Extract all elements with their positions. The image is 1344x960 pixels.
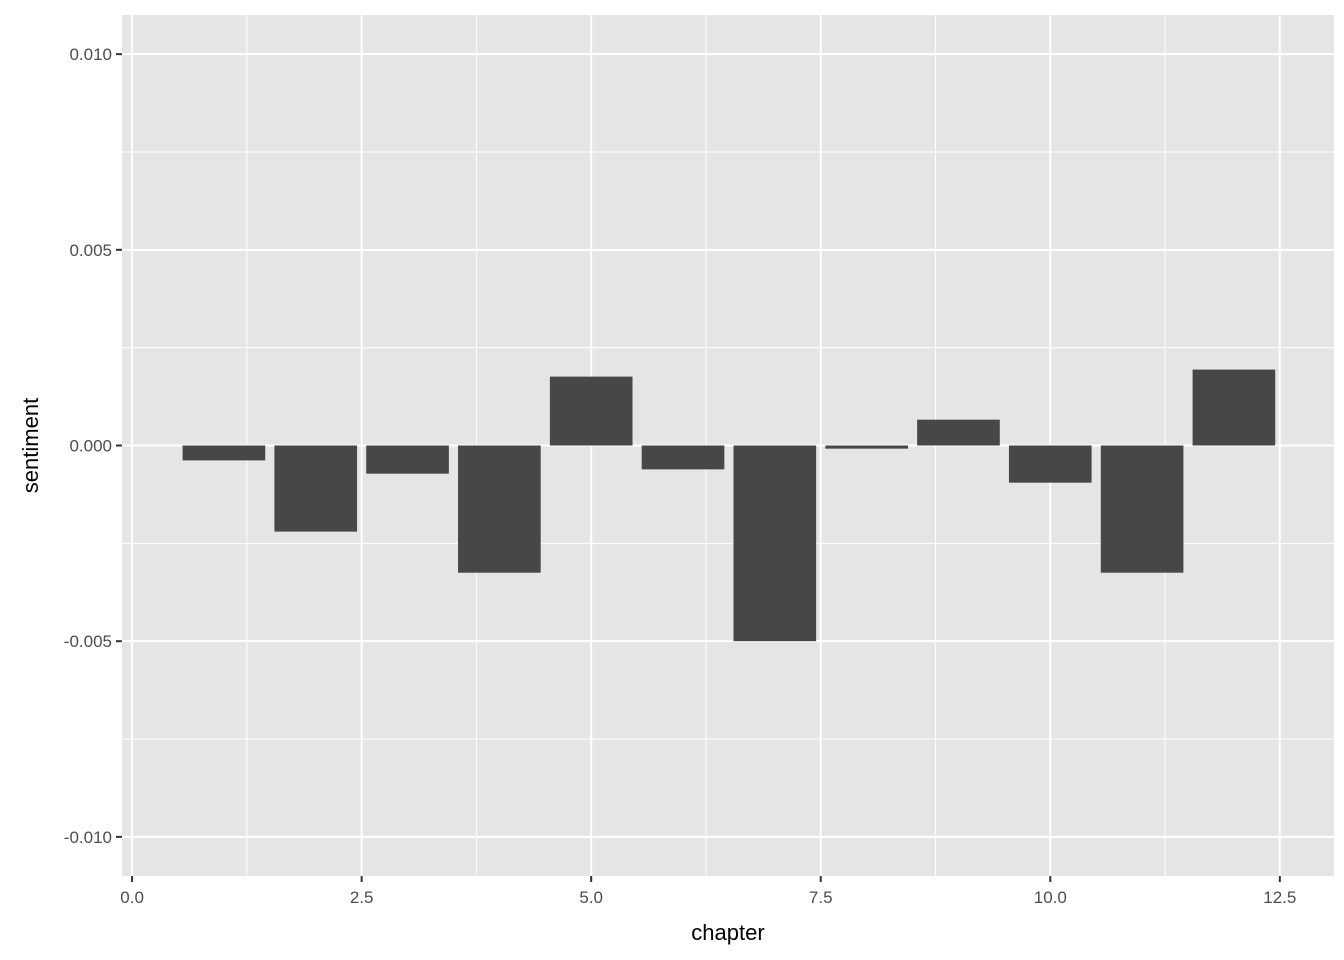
x-axis: 0.0 2.5 5.0 7.5 10.0 12.5 (120, 876, 1296, 907)
x-tick-label: 7.5 (809, 888, 833, 907)
bars (182, 369, 1276, 642)
bar (825, 445, 908, 449)
x-tick-label: 0.0 (120, 888, 144, 907)
y-axis-title: sentiment (18, 398, 43, 493)
bar (549, 376, 633, 446)
bar (182, 445, 266, 461)
bar (1192, 369, 1276, 446)
x-tick-label: 10.0 (1034, 888, 1067, 907)
bar (1100, 445, 1184, 573)
bar (641, 445, 725, 470)
gridlines (122, 15, 1334, 876)
y-tick-label: 0.005 (69, 241, 112, 260)
x-axis-title: chapter (691, 920, 764, 945)
y-axis: 0.010 0.005 0.000 -0.005 -0.010 (64, 45, 122, 847)
x-tick-label: 5.0 (579, 888, 603, 907)
bar (733, 445, 817, 642)
x-tick-label: 12.5 (1263, 888, 1296, 907)
y-tick-label: 0.000 (69, 437, 112, 456)
y-tick-label: -0.005 (64, 632, 112, 651)
bar (917, 419, 1000, 446)
bar (458, 445, 541, 573)
bar (366, 445, 449, 474)
x-tick-label: 2.5 (350, 888, 374, 907)
bar (274, 445, 358, 532)
y-tick-label: 0.010 (69, 45, 112, 64)
bar (1008, 445, 1092, 483)
y-tick-label: -0.010 (64, 828, 112, 847)
